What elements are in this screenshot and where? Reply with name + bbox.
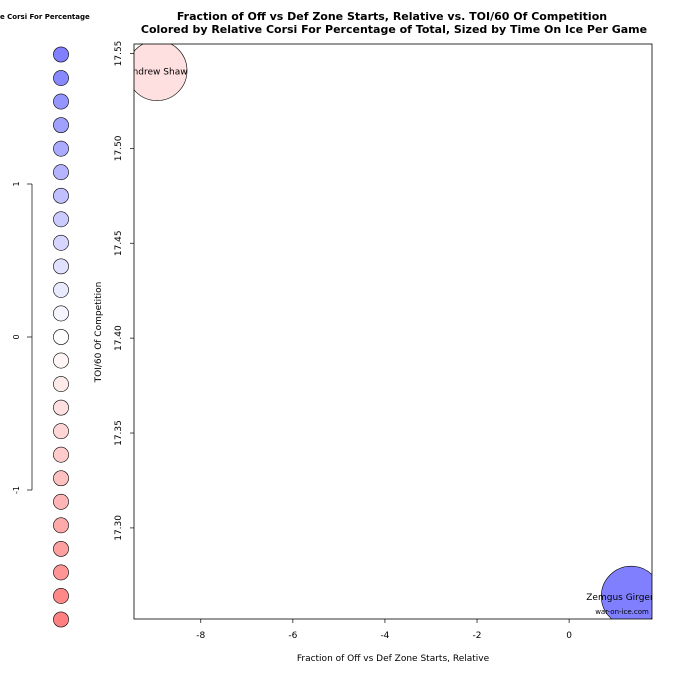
chart-subtitle: Colored by Relative Corsi For Percentage… [141,23,647,36]
legend-swatch [53,46,69,63]
data-point [134,44,188,101]
legend-swatch [53,187,69,204]
data-point-label: Andrew Shaw [126,68,187,78]
legend-swatch [53,70,69,86]
plot-frame [133,43,653,620]
legend-swatch [53,517,69,534]
y-tick-label: 17.35 [114,420,124,446]
y-axis-label: TOI/60 Of Competition [94,282,104,384]
legend-swatch [53,611,69,628]
chart-title: Fraction of Off vs Def Zone Starts, Rela… [177,10,607,23]
y-tick-label: 17.40 [114,325,124,351]
legend-swatch [53,564,69,581]
data-point-label: Zemgus Girgensons [586,593,675,603]
legend-tick-label: 1 [12,181,21,186]
legend-swatch [53,164,69,181]
legend-swatch [53,93,69,110]
legend-swatch [53,470,69,487]
legend-swatch [53,117,69,134]
legend-tick-label: -1 [12,486,21,494]
color-legend: Relative Corsi For Percentage of Total 1 0… [0,13,122,628]
y-tick-label: 17.50 [114,135,124,161]
legend-swatch [53,352,69,369]
y-tick-label: 17.55 [114,41,124,67]
x-tick-label: -4 [380,631,389,641]
legend-swatch [53,329,69,345]
legend-swatch [53,588,69,604]
x-tick-label: -8 [196,631,205,641]
y-tick-label: 17.30 [114,515,124,541]
legend-swatch [53,258,69,275]
y-tick-label: 17.45 [114,230,124,256]
legend-tick-label: 0 [12,334,21,339]
plot-area: Andrew Shaw Zemgus Girgensons -8 -6 -4 -2 0 17.… [114,41,675,641]
x-axis-label: Fraction of Off vs Def Zone Starts, Rela… [297,654,490,664]
data-point [600,565,652,619]
legend-swatch [53,140,69,157]
legend-swatch [53,305,69,322]
legend-swatch [53,399,69,416]
legend-swatch [53,423,69,440]
legend-swatch [53,282,69,298]
legend-swatch [53,540,69,557]
legend-swatch [53,234,69,251]
watermark-text: war-on-ice.com [595,608,649,616]
legend-swatch [53,493,69,510]
points-layer: Andrew Shaw Zemgus Girgensons [126,44,675,619]
x-tick-label: -2 [473,631,482,641]
legend-swatch [53,446,69,463]
legend-title: Relative Corsi For Percentage of Total [0,13,122,21]
x-tick-label: 0 [566,631,572,641]
x-tick-label: -6 [288,631,297,641]
legend-swatch [53,211,69,228]
legend-swatch [53,376,69,392]
